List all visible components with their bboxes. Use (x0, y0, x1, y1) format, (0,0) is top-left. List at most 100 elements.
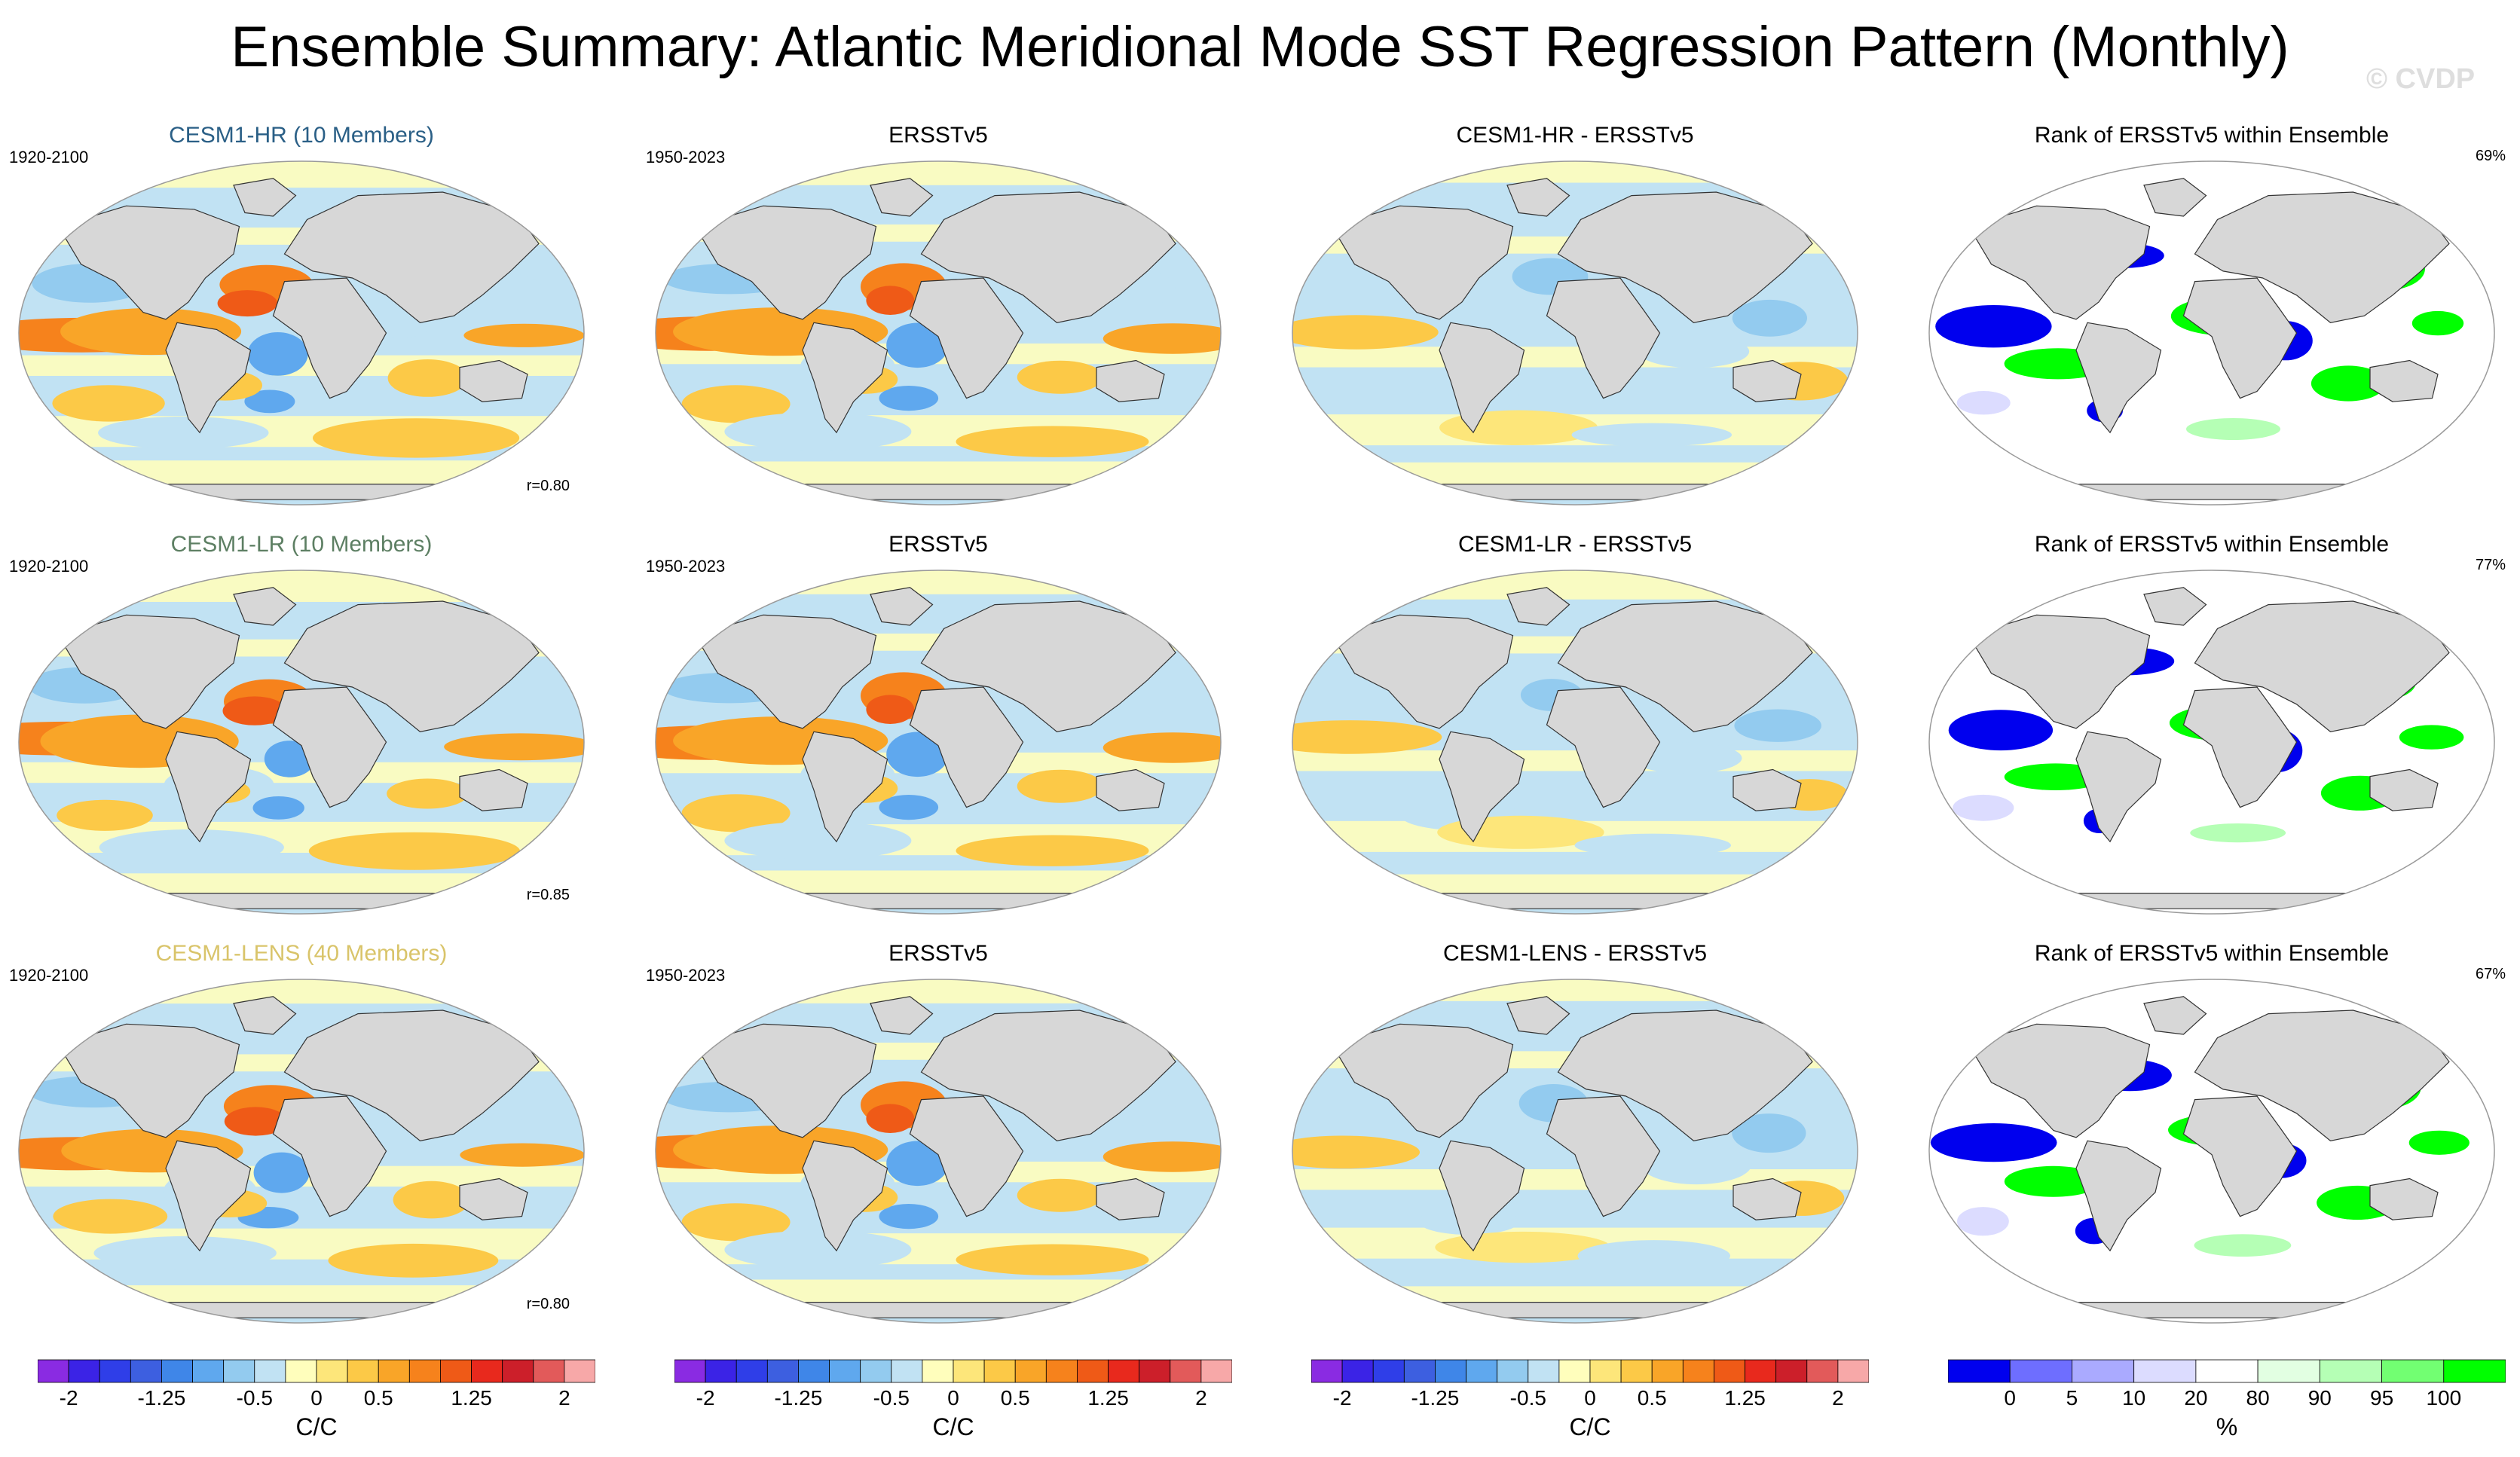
land-mass (1331, 614, 1514, 729)
panel-title: ERSSTv5 (888, 532, 988, 557)
anomaly-band (656, 570, 1221, 594)
anomaly-region (52, 385, 165, 422)
panel-title: Rank of ERSSTv5 within Ensemble (2034, 941, 2390, 966)
anomaly-region (387, 778, 469, 809)
anomaly-region (1732, 299, 1807, 337)
colorbar-tick-label: 1.25 (1724, 1386, 1766, 1410)
sst-colorbar: C/C -2 -1.25 -0.5 0 0.5 1.25 2 (674, 1356, 1233, 1454)
pattern-correlation: r=0.80 (526, 478, 570, 494)
colorbar-box (285, 1359, 317, 1383)
land-mass (1331, 1023, 1514, 1138)
colorbar-box (1341, 1359, 1374, 1383)
colorbar-boxes (1947, 1359, 2506, 1383)
anomaly-region (1734, 709, 1821, 742)
land-mass (2182, 1095, 2298, 1217)
panel-title: Rank of ERSSTv5 within Ensemble (2034, 123, 2390, 148)
panel-cesm1-lr-ensemble: CESM1-LR (10 Members) 1920-2100 r=0.85 (0, 531, 603, 930)
anomaly-region (1638, 334, 1750, 368)
anomaly-region (224, 1107, 287, 1136)
anomaly-region (1102, 323, 1221, 354)
sst-map (18, 160, 585, 506)
land-mass (233, 996, 297, 1035)
map-border (1292, 160, 1858, 506)
colorbar-box (766, 1359, 799, 1383)
anomaly-region (1292, 720, 1442, 754)
sst-colorbar: C/C -2 -1.25 -0.5 0 0.5 1.25 2 (37, 1356, 596, 1454)
colorbar-box (1014, 1359, 1047, 1383)
colorbar-tick-label: 0 (1584, 1386, 1596, 1410)
panel-title: ERSSTv5 (888, 123, 988, 148)
colorbar-box (37, 1359, 69, 1383)
colorbar-tick-label: -0.5 (236, 1386, 273, 1410)
map-border (18, 570, 585, 915)
colorbar-box (192, 1359, 225, 1383)
land-mass (694, 614, 877, 729)
colorbar-box (891, 1359, 923, 1383)
land-mass (694, 1023, 877, 1138)
land-mass (802, 731, 888, 843)
period-label: 1920-2100 (9, 557, 89, 576)
rank-region (2004, 1165, 2102, 1197)
map-border (1292, 979, 1858, 1324)
land-mass (909, 1095, 1024, 1217)
panel-obs-ersstv5: ERSSTv5 1950-2023 (637, 531, 1240, 930)
anomaly-region (886, 1141, 949, 1187)
colorbar-box (1497, 1359, 1529, 1383)
colorbar-box (1651, 1359, 1684, 1383)
land-mass (1557, 1010, 1813, 1141)
colorbar-box (2381, 1359, 2445, 1383)
difference-map (1292, 160, 1858, 506)
colorbar-box (1682, 1359, 1714, 1383)
anomaly-region (1017, 1178, 1104, 1212)
colorbar-box (1528, 1359, 1560, 1383)
colorbar-tick-label: 2 (1195, 1386, 1207, 1410)
anomaly-region (247, 332, 308, 376)
land-mass (1732, 359, 1802, 402)
anomaly-band (19, 460, 584, 487)
land-mass (1732, 1178, 1802, 1220)
colorbar-box (2133, 1359, 2197, 1383)
colorbar-box (1714, 1359, 1745, 1383)
land-mass (57, 614, 240, 729)
map-border (1928, 979, 2495, 1324)
rank-map (1928, 160, 2495, 506)
anomaly-region (99, 829, 284, 866)
anomaly-region (1571, 423, 1732, 447)
land-mass (920, 1010, 1176, 1141)
rank-percent: 69% (2475, 148, 2506, 164)
colorbar-tick-label: 5 (2066, 1386, 2078, 1410)
land-mass (1096, 1178, 1165, 1220)
land-mass (1968, 1023, 2151, 1138)
colorbar-box (922, 1359, 954, 1383)
land-mass (165, 322, 252, 434)
rank-region (1957, 1207, 2009, 1236)
anomaly-region (460, 1143, 584, 1167)
colorbar-box (440, 1359, 472, 1383)
period-label: 1920-2100 (9, 148, 89, 166)
land-mass (1506, 178, 1570, 217)
colorbar-box (1139, 1359, 1171, 1383)
land-mass (1439, 731, 1525, 843)
anomaly-region (217, 290, 277, 317)
anomaly-band (656, 461, 1221, 487)
land-mass (1557, 600, 1813, 732)
anomaly-region (1574, 833, 1731, 857)
colorbar-box (1372, 1359, 1405, 1383)
land-mass (165, 731, 252, 843)
anomaly-band (19, 161, 584, 188)
figure-title: Ensemble Summary: Atlantic Meridional Mo… (231, 15, 2289, 79)
anomaly-band (656, 979, 1221, 1003)
rank-colorbar: % 0 5 10 20 80 90 95 100 (1947, 1356, 2506, 1454)
rank-region (1953, 794, 2014, 821)
anomaly-region (98, 416, 269, 450)
colorbar-box (2195, 1359, 2259, 1383)
land-mass (459, 359, 528, 402)
colorbar-box (130, 1359, 162, 1383)
colorbar-box (1108, 1359, 1140, 1383)
difference-map (1292, 570, 1858, 915)
anomaly-band (1292, 161, 1858, 183)
sst-map (655, 160, 1222, 506)
colorbar-box (1170, 1359, 1202, 1383)
land-mass (1096, 768, 1165, 811)
land-mass (233, 178, 297, 217)
